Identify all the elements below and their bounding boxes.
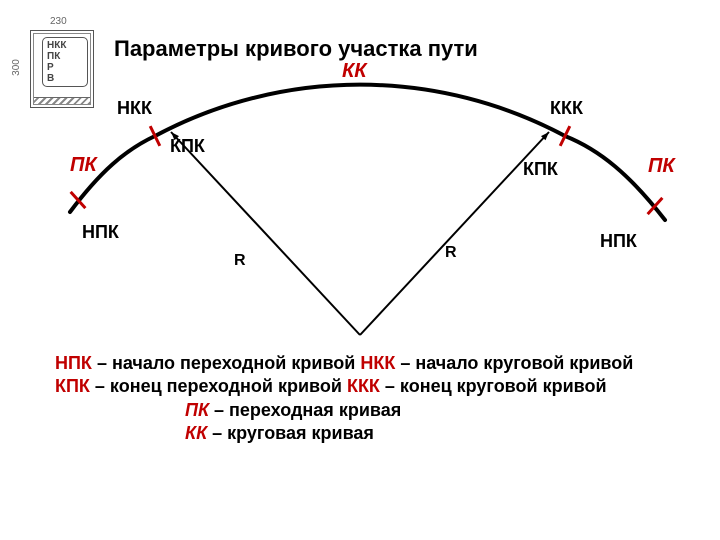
diagram-label: КК [342,60,367,83]
legend-abbr: НПК [55,353,92,373]
legend-text: – переходная кривая [209,400,401,420]
legend-text: – конец круговой кривой [380,376,607,396]
diagram-label: НПК [82,222,119,243]
legend-row: НПК – начало переходной кривой НКК – нач… [55,352,633,375]
diagram-label: НПК [600,232,640,251]
diagram-label: R [445,244,457,262]
legend-text: – конец переходной кривой [95,376,347,396]
legend-abbr: КК [185,423,207,443]
diagram-label: ККК [550,98,583,119]
diagram-label: ПК [70,154,97,177]
diagram-label: ПК [648,156,688,177]
legend-abbr: ПК [185,400,209,420]
legend: НПК – начало переходной кривой НКК – нач… [55,352,633,446]
legend-row: ПК – переходная кривая [55,399,633,422]
stage: 230 300 НКК ПК Р В Параметры кривого уча… [0,0,720,540]
curve-diagram [0,0,720,360]
diagram-label: НКК [117,98,152,119]
legend-abbr: НКК [360,353,395,373]
legend-abbr: КПК [55,376,95,396]
legend-text: – круговая кривая [207,423,374,443]
legend-text: – начало круговой кривой [395,353,633,373]
legend-abbr: ККК [347,376,380,396]
legend-row: КК – круговая кривая [55,422,633,445]
legend-text: – начало переходной кривой [92,353,360,373]
diagram-label: КПК [523,160,563,179]
diagram-label: R [234,252,246,270]
diagram-label: КПК [170,136,205,157]
legend-row: КПК – конец переходной кривой ККК – коне… [55,375,633,398]
